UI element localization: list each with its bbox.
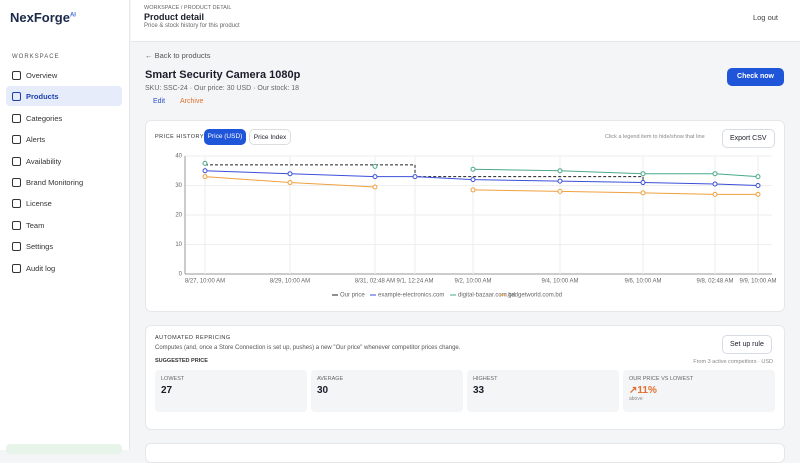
from-note: From 3 active competitors · USD [693, 359, 773, 365]
nav-item[interactable]: Audit log [6, 258, 122, 278]
y-tick-label: 30 [175, 183, 182, 189]
nav-item[interactable]: Categories [6, 108, 122, 128]
point [287, 171, 293, 177]
x-tick-label: 8/31, 02:48 AM [355, 279, 395, 285]
header-subtitle: Price & stock history for this product [144, 23, 240, 29]
stat-value: 33 [473, 385, 485, 396]
x-tick-label: 9/4, 10:00 AM [541, 279, 578, 285]
x-tick-label: 9/6, 10:00 AM [624, 279, 661, 285]
nav-item[interactable]: License [6, 193, 122, 213]
y-tick-label: 10 [175, 242, 182, 248]
point [712, 181, 718, 187]
history-label: PRICE HISTORY [155, 134, 205, 140]
point [712, 191, 718, 197]
point [640, 180, 646, 186]
nav-item[interactable]: Team [6, 215, 122, 235]
y-tick-label: 40 [175, 154, 182, 160]
point [202, 160, 208, 166]
nav-item[interactable]: Availability [6, 151, 122, 171]
x-tick-label: 9/8, 02:48 AM [696, 279, 733, 285]
tab[interactable]: Price Index [249, 129, 291, 145]
check-now[interactable]: Check now [727, 68, 784, 86]
x-tick-label: 9/2, 10:00 AM [454, 279, 491, 285]
point [372, 163, 378, 169]
point [755, 174, 761, 180]
stat-card: AVERAGE 30 [311, 370, 463, 412]
stat-key: LOWEST [161, 376, 185, 382]
stat-card: HIGHEST 33 [467, 370, 619, 412]
y-tick-label: 20 [175, 213, 182, 219]
brand-name: NexForge [10, 10, 70, 25]
header: WORKSPACE / PRODUCT DETAIL Product detai… [131, 0, 800, 42]
brand-sup: AI [69, 12, 76, 19]
point [557, 168, 563, 174]
setup-rule[interactable]: Set up rule [722, 335, 772, 354]
stat-value: ↗11% [629, 385, 657, 396]
nav-section: WORKSPACE [12, 54, 60, 60]
nav-item[interactable]: Settings [6, 236, 122, 256]
header-title: Product detail [144, 12, 205, 22]
point [202, 174, 208, 180]
chart: 0 10 20 30 40 8/27, 10:00 AM 8/29, 10:00 AM 8/3… [175, 154, 776, 299]
sidebar-footer [6, 444, 122, 454]
nav-item[interactable]: Products [6, 86, 122, 107]
tab[interactable]: Price (USD) [204, 129, 246, 145]
back-link[interactable]: ← Back to products [145, 51, 211, 60]
stat-key: AVERAGE [317, 376, 344, 382]
point [287, 180, 293, 186]
y-tick-label: 0 [179, 272, 183, 278]
logout[interactable]: Log out [752, 13, 778, 22]
hint: Click a legend item to hide/show that li… [605, 134, 705, 140]
legend-label[interactable]: example-electronics.com [378, 293, 444, 299]
legend-label[interactable]: gadgetworld.com.bd [508, 293, 562, 299]
export-csv[interactable]: Export CSV [722, 129, 775, 148]
x-tick-label: 8/27, 10:00 AM [185, 279, 225, 285]
product-name: Smart Security Camera 1080p [145, 69, 301, 81]
point [557, 178, 563, 184]
series-line [205, 164, 644, 186]
archive[interactable]: Archive [180, 98, 204, 105]
stat-card: OUR PRICE VS LOWEST ↗11% above [623, 370, 775, 412]
suggested-label: SUGGESTED PRICE [155, 358, 208, 364]
breadcrumb: WORKSPACE / PRODUCT DETAIL [144, 5, 232, 11]
legend-label[interactable]: digital-bazaar.com.bd [458, 293, 515, 299]
nav-item[interactable]: Alerts [6, 129, 122, 149]
legend-label[interactable]: Our price [340, 293, 365, 299]
edit[interactable]: Edit [153, 98, 166, 105]
point [640, 190, 646, 196]
point [755, 183, 761, 188]
point [557, 188, 563, 194]
point [202, 168, 208, 174]
point [470, 187, 476, 193]
x-tick-label: 9/9, 10:00 AM [739, 279, 776, 285]
stat-key: OUR PRICE VS LOWEST [629, 376, 694, 382]
sidebar: NexForgeAI WORKSPACE Overview Products Cat… [0, 0, 130, 450]
next-card [145, 443, 785, 463]
point [372, 174, 378, 180]
stat-sub: above [629, 396, 643, 402]
point [470, 177, 476, 183]
history-card [145, 120, 785, 312]
point [470, 166, 476, 172]
point [412, 174, 418, 180]
point [712, 171, 718, 177]
nav-item[interactable]: Brand Monitoring [6, 172, 122, 192]
stat-value: 27 [161, 385, 173, 396]
x-tick-label: 9/1, 12:24 AM [396, 279, 433, 285]
x-tick-label: 8/29, 10:00 AM [270, 279, 310, 285]
brand: NexForgeAI [10, 10, 76, 25]
point [640, 171, 646, 177]
stat-card: LOWEST 27 [155, 370, 307, 412]
point [372, 184, 378, 190]
repricing-label: AUTOMATED REPRICING [155, 335, 231, 341]
product-meta: SKU: SSC-24 · Our price: 30 USD · Our st… [145, 85, 300, 92]
nav-item[interactable]: Overview [6, 65, 122, 85]
repricing-desc: Computes (and, once a Store Connection i… [155, 345, 461, 351]
stat-key: HIGHEST [473, 376, 498, 382]
point [755, 191, 761, 197]
stat-value: 30 [317, 385, 329, 396]
